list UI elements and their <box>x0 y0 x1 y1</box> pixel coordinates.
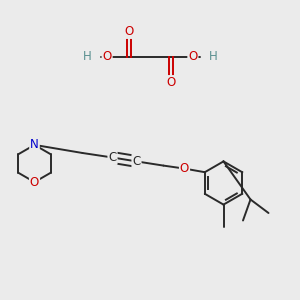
Text: H: H <box>82 50 91 64</box>
Text: O: O <box>188 50 197 64</box>
Text: C: C <box>108 151 117 164</box>
Text: O: O <box>167 76 176 89</box>
Text: C: C <box>132 155 141 168</box>
Text: N: N <box>30 138 39 152</box>
Text: O: O <box>30 176 39 189</box>
Text: H: H <box>208 50 217 64</box>
Text: O: O <box>180 162 189 175</box>
Text: O: O <box>124 25 134 38</box>
Text: O: O <box>103 50 112 64</box>
